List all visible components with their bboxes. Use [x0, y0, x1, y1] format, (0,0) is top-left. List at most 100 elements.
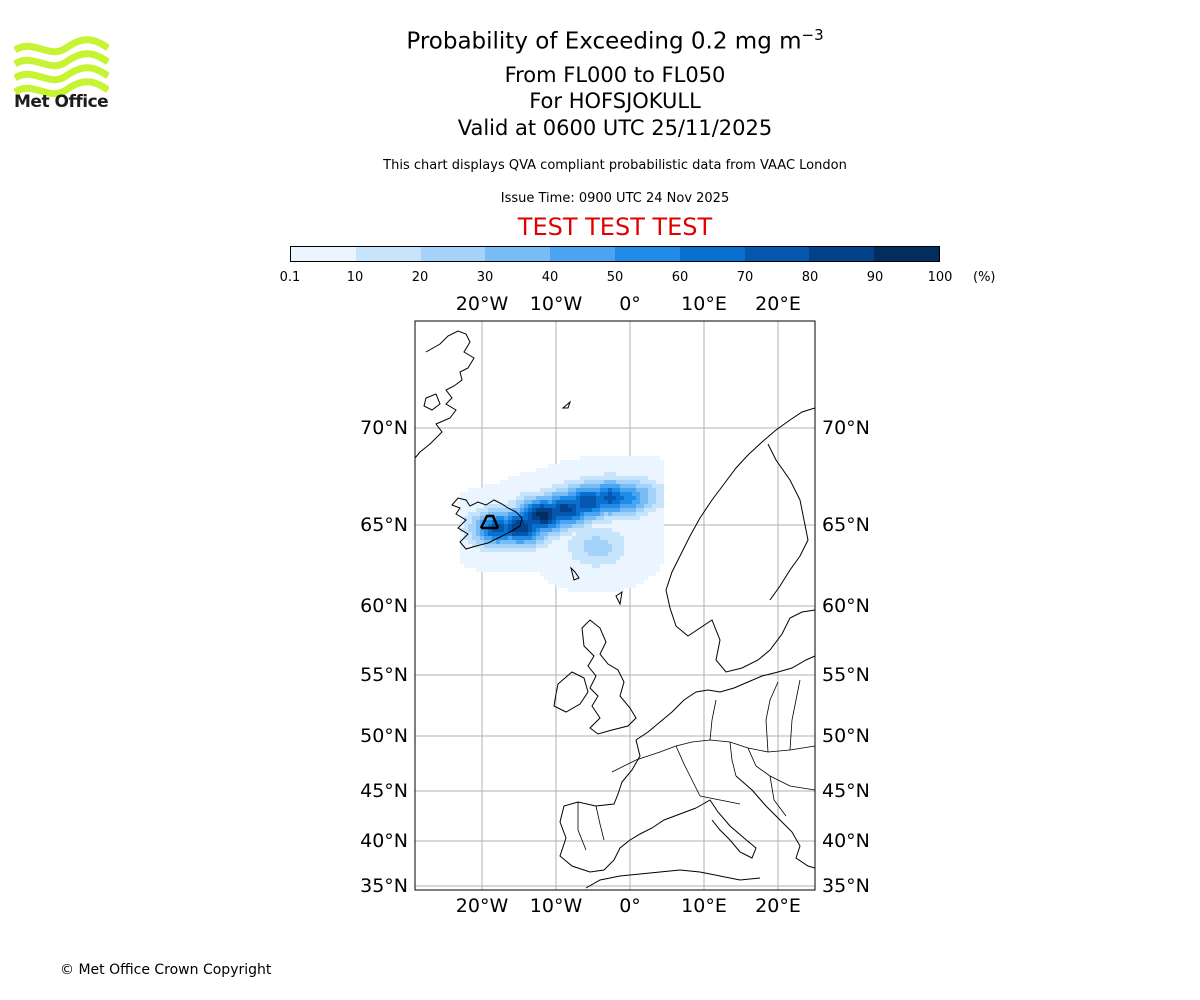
plume-cell: [620, 484, 624, 488]
plume-cell: [612, 488, 616, 492]
plume-cell: [516, 516, 520, 520]
plume-cell: [476, 564, 480, 568]
plume-cell: [604, 472, 608, 476]
plume-cell: [480, 492, 484, 496]
plume-cell: [548, 472, 552, 476]
plume-cell: [508, 508, 512, 512]
plume-cell: [504, 548, 508, 552]
colorbar-tick-label: 60: [671, 270, 689, 285]
plume-cell: [588, 464, 592, 468]
plume-cell: [588, 556, 592, 560]
plume-cell: [612, 456, 616, 460]
plume-cell: [476, 492, 480, 496]
plume-cell: [564, 472, 568, 476]
colorbar-segment: [874, 247, 939, 261]
plume-cell: [580, 536, 584, 540]
plume-cell: [480, 496, 484, 500]
plume-cell: [544, 560, 548, 564]
plume-cell: [612, 476, 616, 480]
plume-cell: [500, 492, 504, 496]
plume-cell: [616, 488, 620, 492]
plume-cell: [476, 508, 480, 512]
plume-cell: [548, 532, 552, 536]
plume-cell: [592, 584, 596, 588]
plume-cell: [604, 504, 608, 508]
plume-cell: [560, 556, 564, 560]
plume-cell: [564, 572, 568, 576]
plume-cell: [616, 520, 620, 524]
plume-cell: [564, 496, 568, 500]
plume-cell: [536, 468, 540, 472]
logo-wave: [14, 36, 109, 56]
plume-cell: [592, 568, 596, 572]
plume-cell: [568, 540, 572, 544]
plume-cell: [556, 556, 560, 560]
plume-cell: [484, 532, 488, 536]
plume-cell: [528, 492, 532, 496]
plume-cell: [632, 508, 636, 512]
plume-cell: [660, 540, 664, 544]
plume-cell: [516, 536, 520, 540]
plume-cell: [536, 560, 540, 564]
plume-cell: [464, 504, 468, 508]
plume-cell: [656, 488, 660, 492]
plume-cell: [464, 536, 468, 540]
plume-cell: [596, 588, 600, 592]
plume-cell: [632, 532, 636, 536]
plume-cell: [596, 536, 600, 540]
plume-cell: [524, 492, 528, 496]
plume-cell: [468, 496, 472, 500]
plume-cell: [644, 528, 648, 532]
plume-cell: [472, 516, 476, 520]
plume-cell: [512, 524, 516, 528]
plume-cell: [524, 536, 528, 540]
plume-cell: [632, 492, 636, 496]
plume-cell: [544, 480, 548, 484]
plume-cell: [616, 564, 620, 568]
plume-cell: [492, 520, 496, 524]
plume-cell: [640, 464, 644, 468]
plume-cell: [536, 516, 540, 520]
plume-cell: [536, 536, 540, 540]
latitude-label: 55°N: [360, 664, 408, 686]
plume-cell: [588, 516, 592, 520]
plume-cell: [568, 508, 572, 512]
plume-cell: [484, 540, 488, 544]
plume-cell: [608, 516, 612, 520]
plume-cell: [576, 516, 580, 520]
colorbar-segment: [550, 247, 615, 261]
plume-cell: [644, 500, 648, 504]
plume-cell: [580, 500, 584, 504]
plume-cell: [596, 460, 600, 464]
colorbar-tick-label: 0.1: [279, 270, 301, 285]
plume-cell: [500, 548, 504, 552]
plume-cell: [484, 500, 488, 504]
plume-cell: [560, 516, 564, 520]
plume-cell: [596, 456, 600, 460]
plume-cell: [576, 476, 580, 480]
plume-cell: [660, 548, 664, 552]
plume-cell: [544, 556, 548, 560]
latitude-label: 50°N: [360, 725, 408, 747]
plume-cell: [488, 504, 492, 508]
plume-cell: [608, 472, 612, 476]
plume-cell: [652, 476, 656, 480]
plume-cell: [604, 532, 608, 536]
plume-cell: [532, 516, 536, 520]
plume-cell: [524, 508, 528, 512]
plume-cell: [600, 472, 604, 476]
plume-cell: [636, 480, 640, 484]
plume-cell: [572, 468, 576, 472]
flight-levels: From FL000 to FL050: [504, 63, 726, 87]
plume-cell: [552, 556, 556, 560]
plume-cell: [660, 496, 664, 500]
plume-cell: [628, 580, 632, 584]
plume-cell: [464, 492, 468, 496]
longitude-label: 0°: [619, 895, 641, 917]
plume-cell: [488, 556, 492, 560]
plume-cell: [540, 556, 544, 560]
plume-cell: [496, 488, 500, 492]
plume-cell: [584, 576, 588, 580]
plume-cell: [584, 556, 588, 560]
colorbar-tick-label: 10: [346, 270, 364, 285]
